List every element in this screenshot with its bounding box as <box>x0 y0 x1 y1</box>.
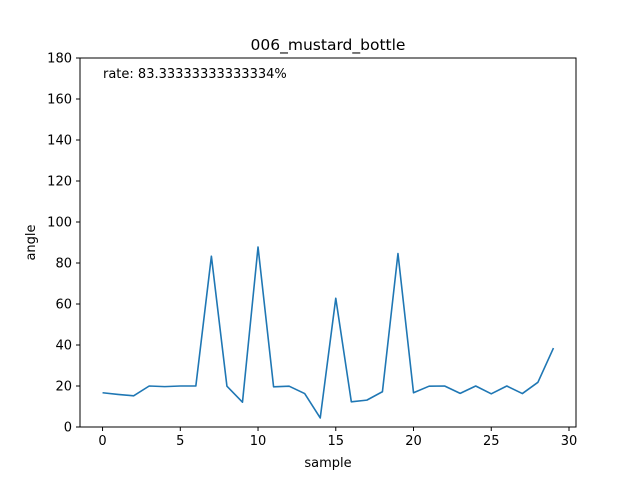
x-tick-label: 15 <box>328 434 345 449</box>
y-tick-label: 100 <box>47 216 72 231</box>
x-tick-label: 25 <box>483 434 500 449</box>
y-tick-label: 80 <box>55 257 72 272</box>
y-tick-label: 20 <box>55 380 72 395</box>
x-axis-label: sample <box>304 456 351 471</box>
y-tick-label: 0 <box>64 421 72 436</box>
y-tick-label: 160 <box>47 93 72 108</box>
x-tick-label: 0 <box>98 434 106 449</box>
y-axis-label: angle <box>24 224 39 260</box>
y-tick-label: 120 <box>47 175 72 190</box>
x-tick-label: 30 <box>561 434 578 449</box>
y-tick-label: 180 <box>47 52 72 67</box>
y-tick-label: 60 <box>55 298 72 313</box>
x-tick-label: 10 <box>250 434 267 449</box>
x-tick-label: 20 <box>405 434 422 449</box>
x-tick-label: 5 <box>176 434 184 449</box>
rate-annotation: rate: 83.33333333333334% <box>103 67 287 82</box>
y-tick-label: 140 <box>47 134 72 149</box>
chart-title: 006_mustard_bottle <box>251 36 406 55</box>
y-tick-label: 40 <box>55 339 72 354</box>
